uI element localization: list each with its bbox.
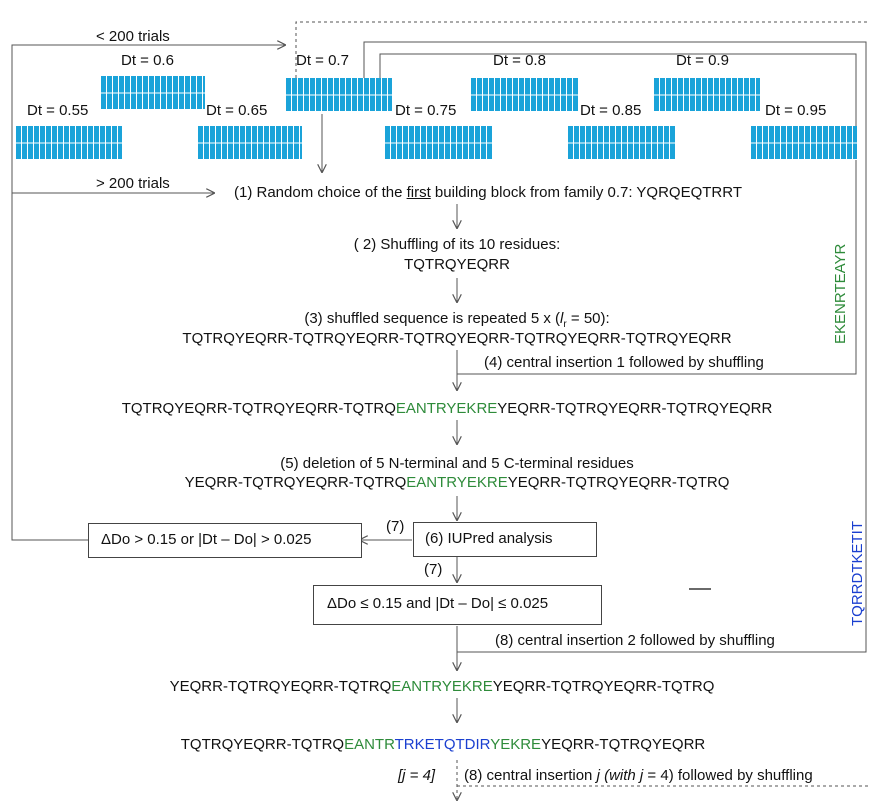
- step4-label: (4) central insertion 1 followed by shuf…: [484, 354, 764, 371]
- step1-text: (1) Random choice of the first building …: [234, 184, 742, 201]
- family-block-0.85: [568, 126, 675, 160]
- step10-label: (8) central insertion j (with j = 4) fol…: [464, 767, 813, 784]
- family-block-0.65: [198, 126, 302, 160]
- family-block-0.9: [654, 78, 760, 112]
- step5-seq: YEQRR-TQTRQYEQRR-TQTRQEANTRYEKREYEQRR-TQ…: [184, 474, 730, 491]
- step8-seq: YEQRR-TQTRQYEQRR-TQTRQEANTRYEKREYEQRR-TQ…: [169, 678, 715, 695]
- step7-label-left: (7): [386, 518, 405, 535]
- dt-label-0.9: Dt = 0.9: [676, 52, 729, 69]
- dt-label-0.6: Dt = 0.6: [121, 52, 174, 69]
- family-block-0.7: [286, 78, 392, 112]
- trials-low-label: < 200 trials: [96, 28, 170, 45]
- fail-condition-text: ΔDo > 0.15 or |Dt – Do| > 0.025: [101, 531, 312, 548]
- loop-fail-line: [11, 45, 285, 541]
- step2-title: ( 2) Shuffling of its 10 residues:: [353, 236, 561, 253]
- iupred-box: [413, 522, 597, 557]
- side-insertion-green: EKENRTEAYR: [832, 243, 849, 344]
- trials-high-label: > 200 trials: [96, 175, 170, 192]
- step5-title: (5) deletion of 5 N-terminal and 5 C-ter…: [280, 455, 634, 472]
- family-block-0.8: [471, 78, 578, 112]
- step3-seq: TQTRQYEQRR-TQTRQYEQRR-TQTRQYEQRR-TQTRQYE…: [182, 330, 732, 347]
- dt-label-0.65: Dt = 0.65: [206, 102, 268, 119]
- dt-label-0.85: Dt = 0.85: [580, 102, 642, 119]
- pass-condition-box: [313, 585, 602, 625]
- dt-label-0.55: Dt = 0.55: [27, 102, 89, 119]
- step2-seq: TQTRQYEQRR: [404, 256, 510, 273]
- step8-label: (8) central insertion 2 followed by shuf…: [495, 632, 775, 649]
- dt-label-0.8: Dt = 0.8: [493, 52, 546, 69]
- family-block-0.6: [101, 76, 205, 110]
- family-block-0.55: [16, 126, 122, 160]
- fail-condition-box: [88, 523, 362, 558]
- side-insertion-blue: TQRRDTKETIT: [849, 521, 866, 626]
- family-block-0.95: [751, 126, 857, 160]
- step3-title: (3) shuffled sequence is repeated 5 x (l…: [304, 310, 610, 330]
- family-block-0.75: [385, 126, 492, 160]
- iupred-label: (6) IUPred analysis: [425, 530, 553, 547]
- step4-seq: TQTRQYEQRR-TQTRQYEQRR-TQTRQEANTRYEKREYEQ…: [121, 400, 773, 417]
- j-label: [j = 4]: [398, 767, 436, 784]
- dt-label-0.95: Dt = 0.95: [765, 102, 827, 119]
- pass-condition-text: ΔDo ≤ 0.15 and |Dt – Do| ≤ 0.025: [327, 595, 549, 612]
- step7-label-down: (7): [424, 561, 443, 578]
- dt-label-0.75: Dt = 0.75: [395, 102, 457, 119]
- dt-label-0.7: Dt = 0.7: [296, 52, 349, 69]
- step9-seq: TQTRQYEQRR-TQTRQEANTRTRKETQTDIRYEKREYEQR…: [180, 736, 706, 753]
